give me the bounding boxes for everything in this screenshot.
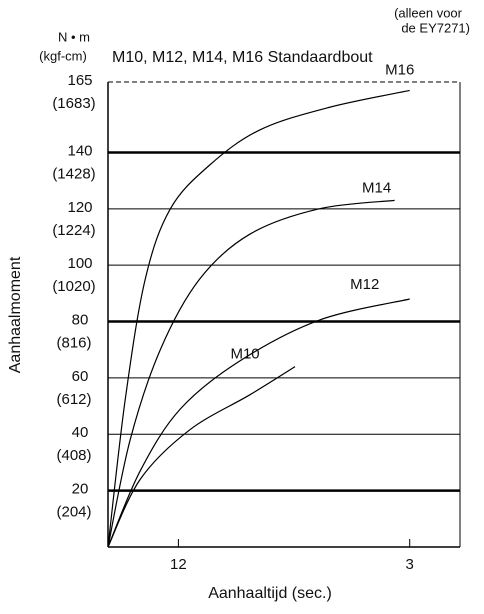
curve bbox=[107, 199, 395, 548]
y-tick-label: 60 bbox=[72, 368, 89, 385]
series-label: M14 bbox=[362, 179, 391, 196]
curve bbox=[107, 89, 410, 548]
note: de EY7271) bbox=[401, 20, 470, 35]
curve bbox=[107, 366, 296, 548]
y-tick-sublabel: (1428) bbox=[52, 165, 95, 182]
y-tick-label: 80 bbox=[72, 312, 89, 329]
series-label: M10 bbox=[230, 346, 259, 363]
unit-label: N • m bbox=[58, 29, 90, 44]
y-tick-label: 20 bbox=[72, 481, 89, 498]
y-tick-label: 40 bbox=[72, 424, 89, 441]
series-label: M12 bbox=[350, 276, 379, 293]
y-axis-label: Aanhaalmoment bbox=[7, 256, 24, 373]
curve bbox=[107, 298, 410, 548]
x-axis-label: Aanhaaltijd (sec.) bbox=[208, 585, 332, 602]
y-tick-sublabel: (612) bbox=[56, 391, 91, 408]
y-tick-sublabel: (1683) bbox=[52, 95, 95, 112]
note: (alleen voor bbox=[394, 5, 463, 20]
x-tick-label: 12 bbox=[170, 556, 187, 573]
unit-label: (kgf-cm) bbox=[39, 48, 87, 63]
y-tick-sublabel: (204) bbox=[56, 504, 91, 521]
y-tick-label: 120 bbox=[67, 199, 92, 216]
y-tick-sublabel: (816) bbox=[56, 335, 91, 352]
chart-title: M10, M12, M14, M16 Standaardbout bbox=[112, 49, 373, 66]
y-tick-sublabel: (408) bbox=[56, 447, 91, 464]
series-label: M16 bbox=[385, 61, 414, 78]
y-tick-label: 100 bbox=[67, 255, 92, 272]
y-tick-label: 165 bbox=[67, 72, 92, 89]
y-tick-label: 140 bbox=[67, 142, 92, 159]
y-tick-sublabel: (1224) bbox=[52, 222, 95, 239]
y-tick-sublabel: (1020) bbox=[52, 278, 95, 295]
x-tick-label: 3 bbox=[406, 556, 414, 573]
